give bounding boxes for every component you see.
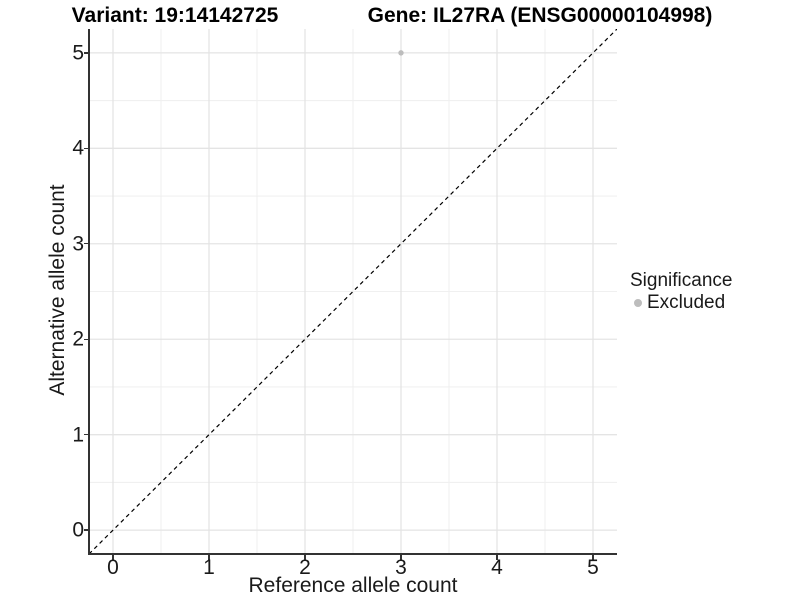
- plot-panel: [88, 28, 618, 555]
- y-tick-label: 3: [72, 232, 84, 256]
- plot-panel-canvas: [88, 28, 618, 555]
- data-point: [398, 50, 404, 56]
- y-tick-mark: [84, 243, 89, 245]
- y-tick-mark: [84, 529, 89, 531]
- x-axis-title: Reference allele count: [248, 574, 458, 597]
- y-tick-mark: [84, 52, 89, 54]
- legend-item-label: Excluded: [647, 292, 726, 313]
- legend-item: Excluded: [630, 293, 732, 313]
- x-tick-label: 1: [203, 556, 215, 579]
- x-tick-mark: [496, 555, 498, 560]
- y-tick-label: 1: [72, 423, 84, 447]
- y-axis-title: Alternative allele count: [46, 184, 69, 396]
- plot-title-gene: Gene: IL27RA (ENSG00000104998): [367, 4, 713, 27]
- y-tick-label: 4: [72, 136, 84, 160]
- x-tick-mark: [112, 555, 114, 560]
- legend-items: Excluded: [630, 293, 732, 313]
- x-tick-label: 5: [587, 556, 599, 579]
- x-tick-label: 0: [107, 556, 119, 579]
- y-tick-mark: [84, 338, 89, 340]
- x-tick-label: 2: [299, 556, 311, 579]
- x-tick-mark: [400, 555, 402, 560]
- y-tick-label: 0: [72, 518, 84, 542]
- y-tick-label: 5: [72, 41, 84, 65]
- x-tick-mark: [304, 555, 306, 560]
- x-axis-line: [88, 553, 617, 555]
- y-tick-label: 2: [72, 327, 84, 351]
- legend-point-icon: [634, 299, 642, 307]
- x-tick-mark: [208, 555, 210, 560]
- y-axis-line: [88, 29, 90, 555]
- plot-title-variant: Variant: 19:14142725: [71, 4, 279, 27]
- y-tick-mark: [84, 433, 89, 436]
- legend: Significance Excluded: [630, 270, 732, 313]
- x-tick-label: 3: [395, 556, 407, 579]
- y-tick-mark: [84, 147, 89, 149]
- legend-title: Significance: [630, 270, 733, 291]
- x-tick-mark: [592, 555, 594, 560]
- x-tick-label: 4: [491, 556, 503, 579]
